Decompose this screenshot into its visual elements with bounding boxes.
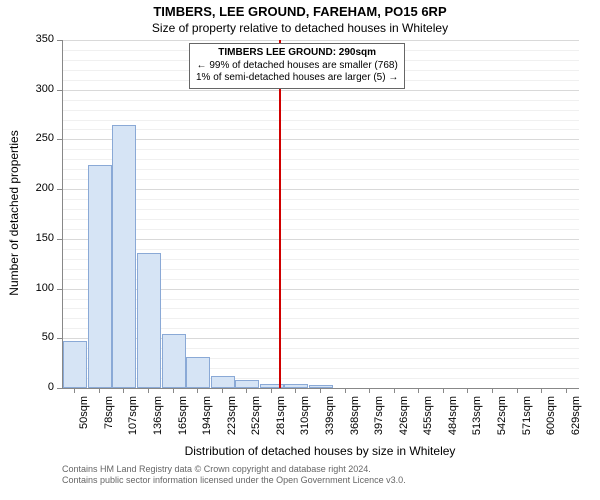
x-tick	[418, 388, 419, 393]
y-axis-title: Number of detached properties	[7, 113, 21, 313]
gridline-minor	[63, 199, 579, 200]
x-tick	[394, 388, 395, 393]
info-box: TIMBERS LEE GROUND: 290sqm← 99% of detac…	[189, 43, 405, 89]
gridline-major	[63, 239, 579, 240]
histogram-bar	[186, 357, 210, 388]
x-tick	[197, 388, 198, 393]
gridline-minor	[63, 100, 579, 101]
gridline-minor	[63, 159, 579, 160]
x-tick	[246, 388, 247, 393]
y-tick	[57, 388, 62, 389]
chart-title-main: TIMBERS, LEE GROUND, FAREHAM, PO15 6RP	[0, 4, 600, 19]
gridline-major	[63, 139, 579, 140]
gridline-major	[63, 189, 579, 190]
gridline-minor	[63, 249, 579, 250]
x-tick-label: 600sqm	[545, 396, 557, 496]
x-tick-label: 368sqm	[349, 396, 361, 496]
plot-area: TIMBERS LEE GROUND: 290sqm← 99% of detac…	[62, 40, 579, 389]
y-tick-label: 300	[22, 83, 54, 95]
x-tick	[123, 388, 124, 393]
x-tick	[566, 388, 567, 393]
x-tick	[99, 388, 100, 393]
x-tick-label: 513sqm	[471, 396, 483, 496]
histogram-bar	[235, 380, 259, 388]
gridline-minor	[63, 219, 579, 220]
gridline-major	[63, 90, 579, 91]
x-tick-label: 136sqm	[152, 396, 164, 496]
x-tick-label: 165sqm	[177, 396, 189, 496]
x-tick	[517, 388, 518, 393]
gridline-minor	[63, 169, 579, 170]
gridline-major	[63, 40, 579, 41]
x-tick-label: 281sqm	[275, 396, 287, 496]
chart-title-sub: Size of property relative to detached ho…	[0, 21, 600, 35]
x-tick	[320, 388, 321, 393]
y-tick	[57, 40, 62, 41]
x-tick-label: 223sqm	[226, 396, 238, 496]
reference-marker-line	[279, 40, 281, 388]
histogram-chart: TIMBERS, LEE GROUND, FAREHAM, PO15 6RP S…	[0, 0, 600, 500]
histogram-bar	[137, 253, 161, 388]
x-tick-label: 310sqm	[299, 396, 311, 496]
x-tick-label: 426sqm	[398, 396, 410, 496]
x-tick	[222, 388, 223, 393]
y-tick	[57, 289, 62, 290]
x-tick-label: 252sqm	[250, 396, 262, 496]
histogram-bar	[88, 165, 112, 388]
x-tick-label: 194sqm	[201, 396, 213, 496]
x-tick	[443, 388, 444, 393]
x-tick	[271, 388, 272, 393]
x-tick-label: 339sqm	[324, 396, 336, 496]
x-tick	[492, 388, 493, 393]
x-tick	[173, 388, 174, 393]
x-tick-label: 78sqm	[103, 396, 115, 496]
histogram-bar	[162, 334, 186, 388]
x-tick-label: 455sqm	[422, 396, 434, 496]
y-tick	[57, 189, 62, 190]
y-tick	[57, 90, 62, 91]
info-box-line: ← 99% of detached houses are smaller (76…	[196, 60, 398, 73]
x-tick	[369, 388, 370, 393]
x-tick-label: 107sqm	[127, 396, 139, 496]
x-tick-label: 629sqm	[570, 396, 582, 496]
x-tick	[345, 388, 346, 393]
x-tick-label: 571sqm	[521, 396, 533, 496]
y-tick-label: 0	[22, 381, 54, 393]
y-tick	[57, 239, 62, 240]
y-tick-label: 100	[22, 282, 54, 294]
x-tick-label: 542sqm	[496, 396, 508, 496]
gridline-minor	[63, 129, 579, 130]
x-tick	[467, 388, 468, 393]
gridline-minor	[63, 149, 579, 150]
y-tick-label: 150	[22, 232, 54, 244]
x-tick	[74, 388, 75, 393]
gridline-minor	[63, 120, 579, 121]
x-tick	[541, 388, 542, 393]
y-tick-label: 200	[22, 182, 54, 194]
histogram-bar	[112, 125, 136, 388]
info-box-title: TIMBERS LEE GROUND: 290sqm	[196, 47, 398, 60]
y-tick-label: 50	[22, 331, 54, 343]
y-tick-label: 350	[22, 33, 54, 45]
histogram-bar	[63, 341, 87, 388]
x-tick-label: 397sqm	[373, 396, 385, 496]
x-tick-label: 484sqm	[447, 396, 459, 496]
gridline-minor	[63, 229, 579, 230]
gridline-minor	[63, 209, 579, 210]
y-tick-label: 250	[22, 132, 54, 144]
info-box-line: 1% of semi-detached houses are larger (5…	[196, 72, 398, 85]
x-tick-label: 50sqm	[78, 396, 90, 496]
gridline-minor	[63, 110, 579, 111]
x-tick	[148, 388, 149, 393]
y-tick	[57, 139, 62, 140]
gridline-minor	[63, 179, 579, 180]
histogram-bar	[211, 376, 235, 388]
y-tick	[57, 338, 62, 339]
x-tick	[295, 388, 296, 393]
